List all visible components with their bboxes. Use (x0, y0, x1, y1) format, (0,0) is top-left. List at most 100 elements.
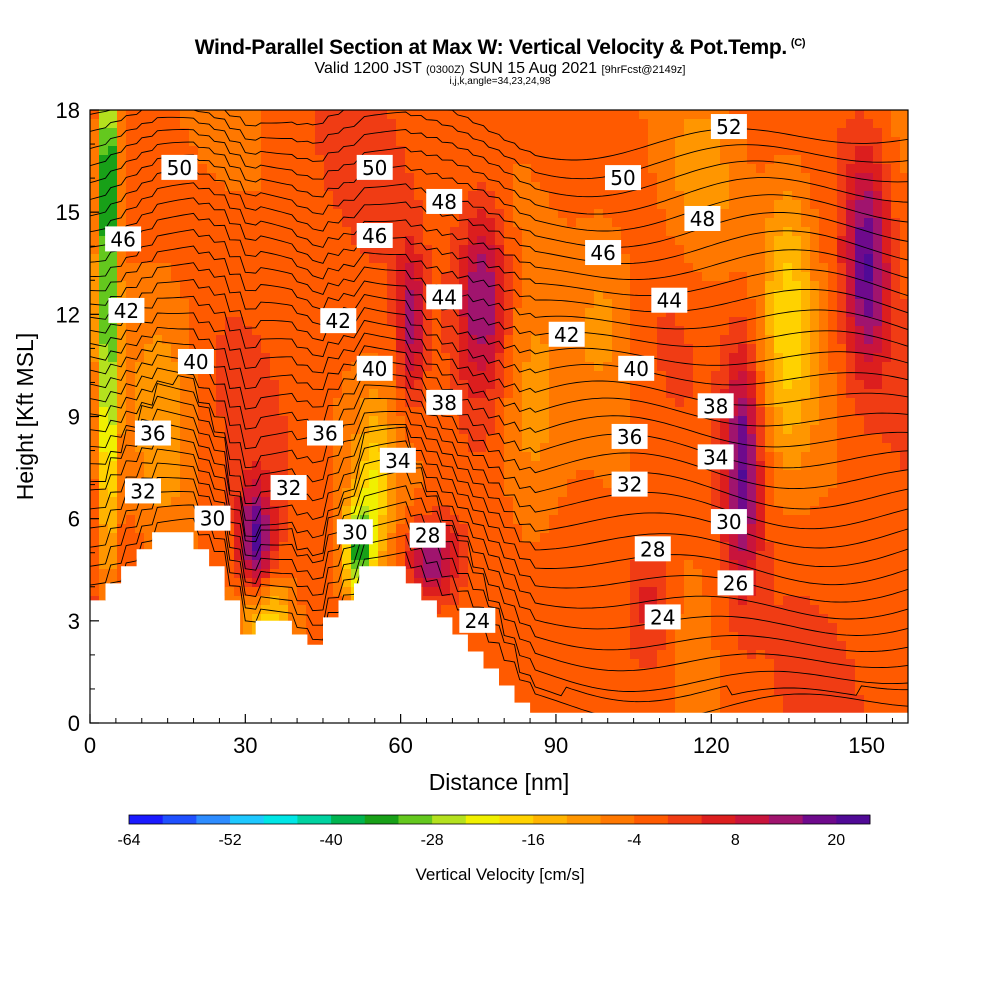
field-cell (405, 218, 415, 228)
field-cell (693, 497, 703, 507)
field-cell (315, 488, 325, 498)
field-cell (207, 407, 217, 417)
field-cell (639, 587, 649, 597)
field-cell (693, 155, 703, 165)
field-cell (441, 128, 451, 138)
field-cell (540, 659, 550, 669)
field-cell (729, 326, 739, 336)
field-cell (432, 425, 442, 435)
field-cell (342, 227, 352, 237)
field-cell (567, 470, 577, 480)
field-cell (486, 227, 496, 237)
field-cell (468, 587, 478, 597)
field-cell (270, 119, 280, 129)
field-cell (603, 605, 613, 615)
field-cell (333, 254, 343, 264)
field-cell (540, 110, 550, 120)
field-cell (441, 119, 451, 129)
field-cell (360, 245, 370, 255)
field-cell (225, 272, 235, 282)
field-cell (387, 497, 397, 507)
field-cell (225, 425, 235, 435)
field-cell (666, 380, 676, 390)
field-cell (135, 542, 145, 552)
field-cell (702, 479, 712, 489)
field-cell (603, 434, 613, 444)
field-cell (99, 524, 109, 534)
field-cell (234, 578, 244, 588)
field-cell (666, 164, 676, 174)
field-cell (558, 533, 568, 543)
field-cell (297, 398, 307, 408)
field-cell (531, 245, 541, 255)
field-cell (243, 182, 253, 192)
field-cell (612, 497, 622, 507)
field-cell (315, 236, 325, 246)
field-cell (306, 443, 316, 453)
field-cell (585, 146, 595, 156)
field-cell (162, 200, 172, 210)
field-cell (558, 542, 568, 552)
field-cell (315, 515, 325, 525)
field-cell (486, 335, 496, 345)
field-cell (693, 191, 703, 201)
field-cell (684, 461, 694, 471)
field-cell (297, 506, 307, 516)
field-cell (477, 470, 487, 480)
field-cell (126, 182, 136, 192)
field-cell (423, 488, 433, 498)
field-cell (225, 110, 235, 120)
field-cell (432, 551, 442, 561)
field-cell (243, 254, 253, 264)
field-cell (324, 407, 334, 417)
field-cell (234, 281, 244, 291)
field-cell (495, 551, 505, 561)
field-cell (261, 119, 271, 129)
field-cell (558, 614, 568, 624)
field-cell (369, 524, 379, 534)
field-cell (270, 209, 280, 219)
field-cell (108, 380, 118, 390)
field-cell (684, 398, 694, 408)
field-cell (369, 218, 379, 228)
field-cell (549, 425, 559, 435)
field-cell (387, 281, 397, 291)
field-cell (90, 524, 100, 534)
field-cell (738, 173, 748, 183)
field-cell (513, 686, 523, 696)
field-cell (261, 236, 271, 246)
field-cell (126, 461, 136, 471)
field-cell (279, 128, 289, 138)
field-cell (540, 569, 550, 579)
field-cell (477, 317, 487, 327)
field-cell (108, 290, 118, 300)
field-cell (198, 434, 208, 444)
field-cell (126, 344, 136, 354)
field-cell (432, 344, 442, 354)
field-cell (477, 254, 487, 264)
field-cell (657, 254, 667, 264)
field-cell (468, 416, 478, 426)
field-cell (504, 560, 514, 570)
field-cell (261, 299, 271, 309)
field-cell (702, 254, 712, 264)
field-cell (729, 416, 739, 426)
field-cell (180, 335, 190, 345)
field-cell (468, 461, 478, 471)
field-cell (252, 245, 262, 255)
field-cell (234, 173, 244, 183)
field-cell (657, 191, 667, 201)
field-cell (702, 227, 712, 237)
field-cell (675, 326, 685, 336)
field-cell (666, 686, 676, 696)
field-cell (387, 515, 397, 525)
field-cell (153, 236, 163, 246)
field-cell (531, 236, 541, 246)
field-cell (153, 443, 163, 453)
field-cell (585, 533, 595, 543)
field-cell (189, 299, 199, 309)
field-cell (702, 290, 712, 300)
field-cell (414, 443, 424, 453)
field-cell (207, 443, 217, 453)
field-cell (666, 461, 676, 471)
